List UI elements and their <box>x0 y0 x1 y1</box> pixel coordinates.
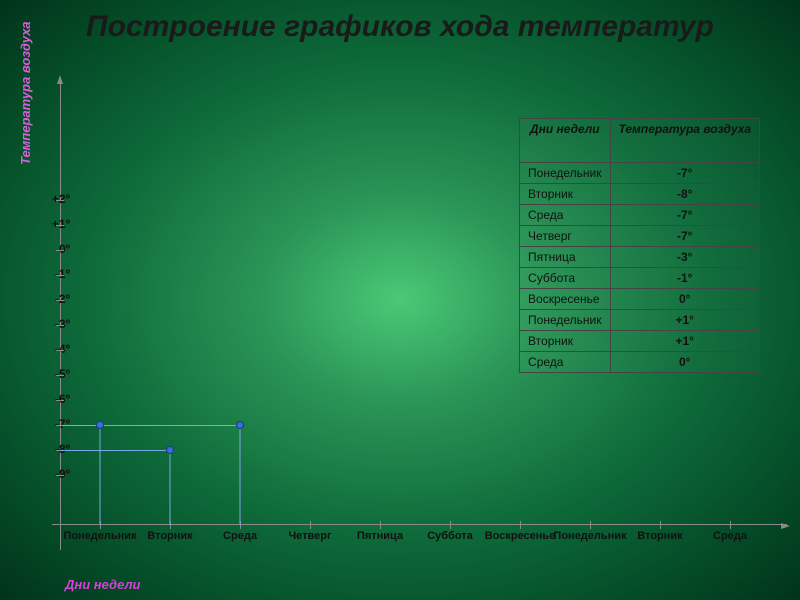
riser-vertical <box>100 425 101 525</box>
x-axis-label: Дни недели <box>65 577 141 592</box>
y-tick-mark <box>56 300 64 301</box>
x-tick-mark <box>590 521 591 529</box>
data-point <box>96 421 104 429</box>
y-tick-mark <box>56 350 64 351</box>
table-cell-temp: -7° <box>610 205 760 226</box>
y-tick-label: -1º <box>20 267 70 281</box>
table-cell-temp: -8° <box>610 184 760 205</box>
y-tick-mark <box>56 275 64 276</box>
x-tick-label: Воскресенье <box>485 530 556 542</box>
y-tick-label: -7º <box>20 417 70 431</box>
table-cell-temp: +1° <box>610 310 760 331</box>
x-tick-label: Пятница <box>357 530 403 542</box>
y-tick-mark <box>56 475 64 476</box>
x-tick-mark <box>730 521 731 529</box>
data-table: Дни недели Температура воздуха Понедельн… <box>519 118 760 373</box>
y-tick-mark <box>56 325 64 326</box>
data-point <box>166 446 174 454</box>
y-tick-label: +2º <box>20 192 70 206</box>
x-tick-mark <box>660 521 661 529</box>
y-tick-label: -3º <box>20 317 70 331</box>
table-cell-temp: 0° <box>610 289 760 310</box>
riser-horizontal <box>60 450 170 451</box>
y-tick-label: -8º <box>20 442 70 456</box>
x-tick-label: Четверг <box>288 530 331 542</box>
x-tick-label: Среда <box>713 530 747 542</box>
y-tick-mark <box>56 225 64 226</box>
table-cell-day: Суббота <box>520 268 610 289</box>
table-cell-day: Воскресенье <box>520 289 610 310</box>
table-header-day: Дни недели <box>520 119 610 163</box>
table-cell-day: Вторник <box>520 184 610 205</box>
table-row: Воскресенье0° <box>520 289 760 310</box>
y-tick-label: -5º <box>20 367 70 381</box>
table-row: Пятница-3° <box>520 247 760 268</box>
y-tick-label: 0º <box>20 242 70 256</box>
table-row: Понедельник-7° <box>520 163 760 184</box>
table-cell-temp: -1° <box>610 268 760 289</box>
x-axis <box>52 524 787 525</box>
table-row: Суббота-1° <box>520 268 760 289</box>
y-tick-mark <box>56 250 64 251</box>
table-cell-day: Понедельник <box>520 310 610 331</box>
x-tick-label: Суббота <box>427 530 473 542</box>
y-tick-label: +1º <box>20 217 70 231</box>
riser-vertical <box>240 425 241 525</box>
y-tick-label: -2º <box>20 292 70 306</box>
table-row: Понедельник+1° <box>520 310 760 331</box>
table-cell-temp: -3° <box>610 247 760 268</box>
x-tick-mark <box>450 521 451 529</box>
table-row: Вторник-8° <box>520 184 760 205</box>
x-tick-label: Вторник <box>637 530 682 542</box>
table-cell-day: Среда <box>520 205 610 226</box>
page-title: Построение графиков хода температур <box>0 0 800 45</box>
table-cell-day: Вторник <box>520 331 610 352</box>
table-cell-day: Четверг <box>520 226 610 247</box>
table-row: Четверг-7° <box>520 226 760 247</box>
x-tick-label: Среда <box>223 530 257 542</box>
y-tick-mark <box>56 200 64 201</box>
y-tick-mark <box>56 375 64 376</box>
table-cell-day: Понедельник <box>520 163 610 184</box>
x-tick-label: Понедельник <box>553 530 626 542</box>
riser-vertical <box>170 450 171 525</box>
table-header-temp: Температура воздуха <box>610 119 760 163</box>
x-tick-mark <box>310 521 311 529</box>
table-row: Среда-7° <box>520 205 760 226</box>
riser-horizontal <box>60 425 240 426</box>
y-tick-mark <box>56 400 64 401</box>
y-tick-label: -4º <box>20 342 70 356</box>
table-cell-temp: -7° <box>610 163 760 184</box>
y-tick-label: -9º <box>20 467 70 481</box>
table-cell-temp: +1° <box>610 331 760 352</box>
y-axis-label: Температура воздуха <box>18 21 33 165</box>
x-tick-label: Понедельник <box>63 530 136 542</box>
x-tick-mark <box>380 521 381 529</box>
table-cell-temp: -7° <box>610 226 760 247</box>
x-tick-label: Вторник <box>147 530 192 542</box>
table-cell-day: Пятница <box>520 247 610 268</box>
y-axis-arrow-icon <box>57 75 63 84</box>
table-cell-day: Среда <box>520 352 610 373</box>
y-tick-label: -6º <box>20 392 70 406</box>
table-cell-temp: 0° <box>610 352 760 373</box>
data-point <box>236 421 244 429</box>
table-row: Вторник+1° <box>520 331 760 352</box>
x-axis-arrow-icon <box>781 523 790 529</box>
x-tick-mark <box>520 521 521 529</box>
table-row: Среда0° <box>520 352 760 373</box>
